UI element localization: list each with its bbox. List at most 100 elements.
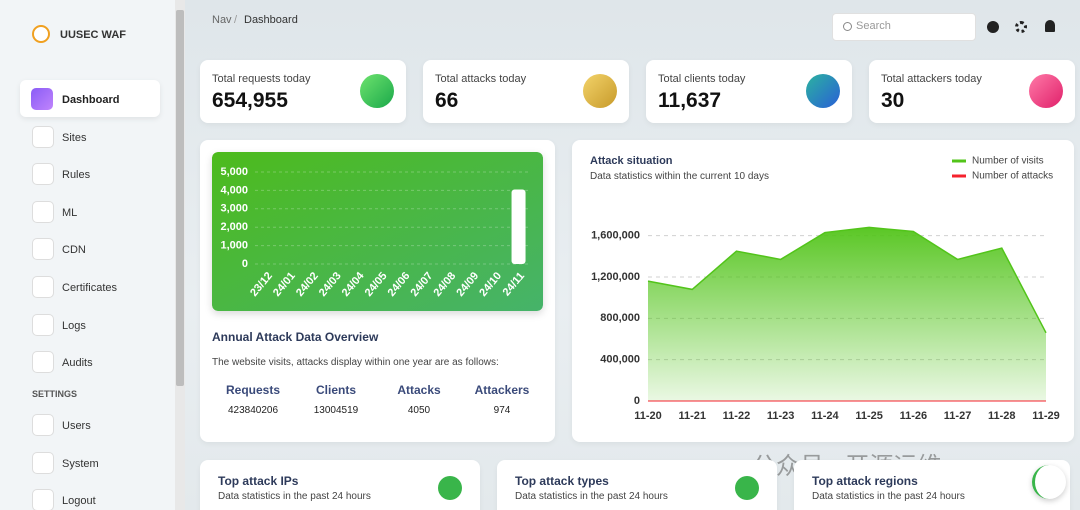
y-tick-label: 3,000 (220, 203, 248, 215)
settings-icon[interactable] (1015, 21, 1027, 33)
stat-label: Total attacks today (435, 73, 527, 85)
bottom-card-subtitle: Data statistics in the past 24 hours (515, 491, 668, 502)
menu-label[interactable]: Dashboard (62, 94, 120, 106)
x-tick-label: 11-29 (1032, 410, 1060, 422)
table-value: 13004519 (313, 405, 359, 416)
y-tick-label: 0 (242, 258, 248, 270)
y-tick-label: 1,000 (220, 240, 248, 252)
sidebar (0, 0, 175, 510)
stat-value: 11,637 (658, 89, 722, 112)
menu-label[interactable]: Logs (62, 320, 86, 332)
bar (511, 189, 526, 264)
chart-background (212, 152, 543, 311)
menu-label[interactable]: CDN (62, 244, 86, 256)
x-tick-label: 11-20 (634, 410, 662, 422)
menu-label[interactable]: Rules (62, 169, 91, 181)
menu-label[interactable]: System (62, 458, 99, 470)
y-tick-label: 1,200,000 (591, 271, 640, 283)
table-header: Attackers (474, 383, 530, 397)
bottom-card (200, 460, 480, 510)
stat-value: 30 (881, 89, 905, 112)
menu-icon (32, 452, 54, 474)
stat-value: 66 (435, 89, 459, 112)
series-line (647, 226, 1047, 334)
x-tick-label: 11-27 (944, 410, 972, 422)
table-header: Requests (225, 383, 281, 397)
table-value: 4050 (407, 405, 431, 416)
menu-label[interactable]: Logout (62, 495, 96, 507)
stat-value: 654,955 (212, 89, 288, 112)
stat-icon (1029, 74, 1063, 108)
menu-label[interactable]: Audits (62, 357, 93, 369)
menu-icon (32, 238, 54, 260)
table-value: 423840206 (227, 405, 279, 416)
y-tick-label: 400,000 (600, 354, 640, 366)
area (648, 227, 1046, 401)
menu-icon (32, 489, 54, 510)
bottom-card (794, 460, 1070, 510)
breadcrumb-current: Dashboard (244, 14, 298, 26)
bottom-card (497, 460, 777, 510)
logo (32, 25, 50, 43)
stat-label: Total requests today (212, 73, 311, 85)
stat-icon (583, 74, 617, 108)
refresh-button[interactable] (735, 476, 759, 500)
settings-fab[interactable] (1032, 465, 1066, 499)
brand: UUSEC WAF (60, 29, 126, 41)
notification-icon[interactable] (1045, 20, 1055, 32)
y-tick-label: 4,000 (220, 184, 248, 196)
chart-subtitle: Data statistics within the current 10 da… (590, 171, 769, 182)
menu-label[interactable]: Certificates (62, 282, 118, 294)
attack-area-chart: Number of visits Number of attacks 0 400,00… (591, 156, 1060, 422)
menu-label[interactable]: ML (62, 207, 78, 219)
refresh-button[interactable] (438, 476, 462, 500)
x-tick-label: 11-21 (678, 410, 706, 422)
search-icon (843, 22, 852, 31)
stat-icon (806, 74, 840, 108)
y-tick-label: 0 (634, 395, 640, 407)
menu-icon (32, 351, 54, 373)
x-tick-label: 11-26 (900, 410, 928, 422)
table-header: Clients (315, 383, 356, 397)
chart-title: Attack situation (590, 155, 673, 167)
stat-label: Total clients today (658, 73, 746, 85)
menu-icon (32, 201, 54, 223)
breadcrumb-parent[interactable]: Nav (212, 14, 232, 26)
menu-icon (32, 126, 54, 148)
bottom-card-title: Top attack types (515, 474, 609, 488)
menu-icon (32, 414, 54, 436)
y-tick-label: 1,600,000 (591, 230, 640, 242)
bottom-card-subtitle: Data statistics in the past 24 hours (812, 491, 965, 502)
x-tick-label: 11-25 (855, 410, 883, 422)
x-tick-label: 11-24 (811, 410, 839, 422)
y-tick-label: 5,000 (220, 166, 248, 178)
bottom-card-title: Top attack IPs (218, 474, 299, 488)
settings-heading: SETTINGS (32, 389, 78, 399)
bottom-card-title: Top attack regions (812, 474, 918, 488)
annual-description: The website visits, attacks display with… (212, 357, 499, 368)
menu-label[interactable]: Users (62, 420, 91, 432)
menu-icon (32, 314, 54, 336)
x-tick-label: 11-23 (767, 410, 795, 422)
menu-icon (32, 276, 54, 298)
y-tick-label: 2,000 (220, 221, 248, 233)
menu-label[interactable]: Sites (62, 132, 87, 144)
menu-icon (31, 88, 53, 110)
table-header: Attacks (397, 383, 441, 397)
legend-label: Number of attacks (972, 171, 1053, 182)
scrollbar-thumb[interactable] (176, 10, 184, 386)
bottom-card-subtitle: Data statistics in the past 24 hours (218, 491, 371, 502)
menu-icon (32, 163, 54, 185)
search-box[interactable] (832, 13, 976, 41)
breadcrumb-separator: / (234, 14, 238, 26)
stat-icon (360, 74, 394, 108)
x-tick-label: 11-28 (988, 410, 1016, 422)
search-placeholder: Search (856, 20, 891, 32)
stat-label: Total attackers today (881, 73, 982, 85)
y-tick-label: 800,000 (600, 312, 640, 324)
annual-title: Annual Attack Data Overview (212, 330, 379, 344)
user-icon[interactable] (987, 21, 999, 33)
x-tick-label: 11-22 (723, 410, 751, 422)
table-value: 974 (493, 405, 511, 416)
